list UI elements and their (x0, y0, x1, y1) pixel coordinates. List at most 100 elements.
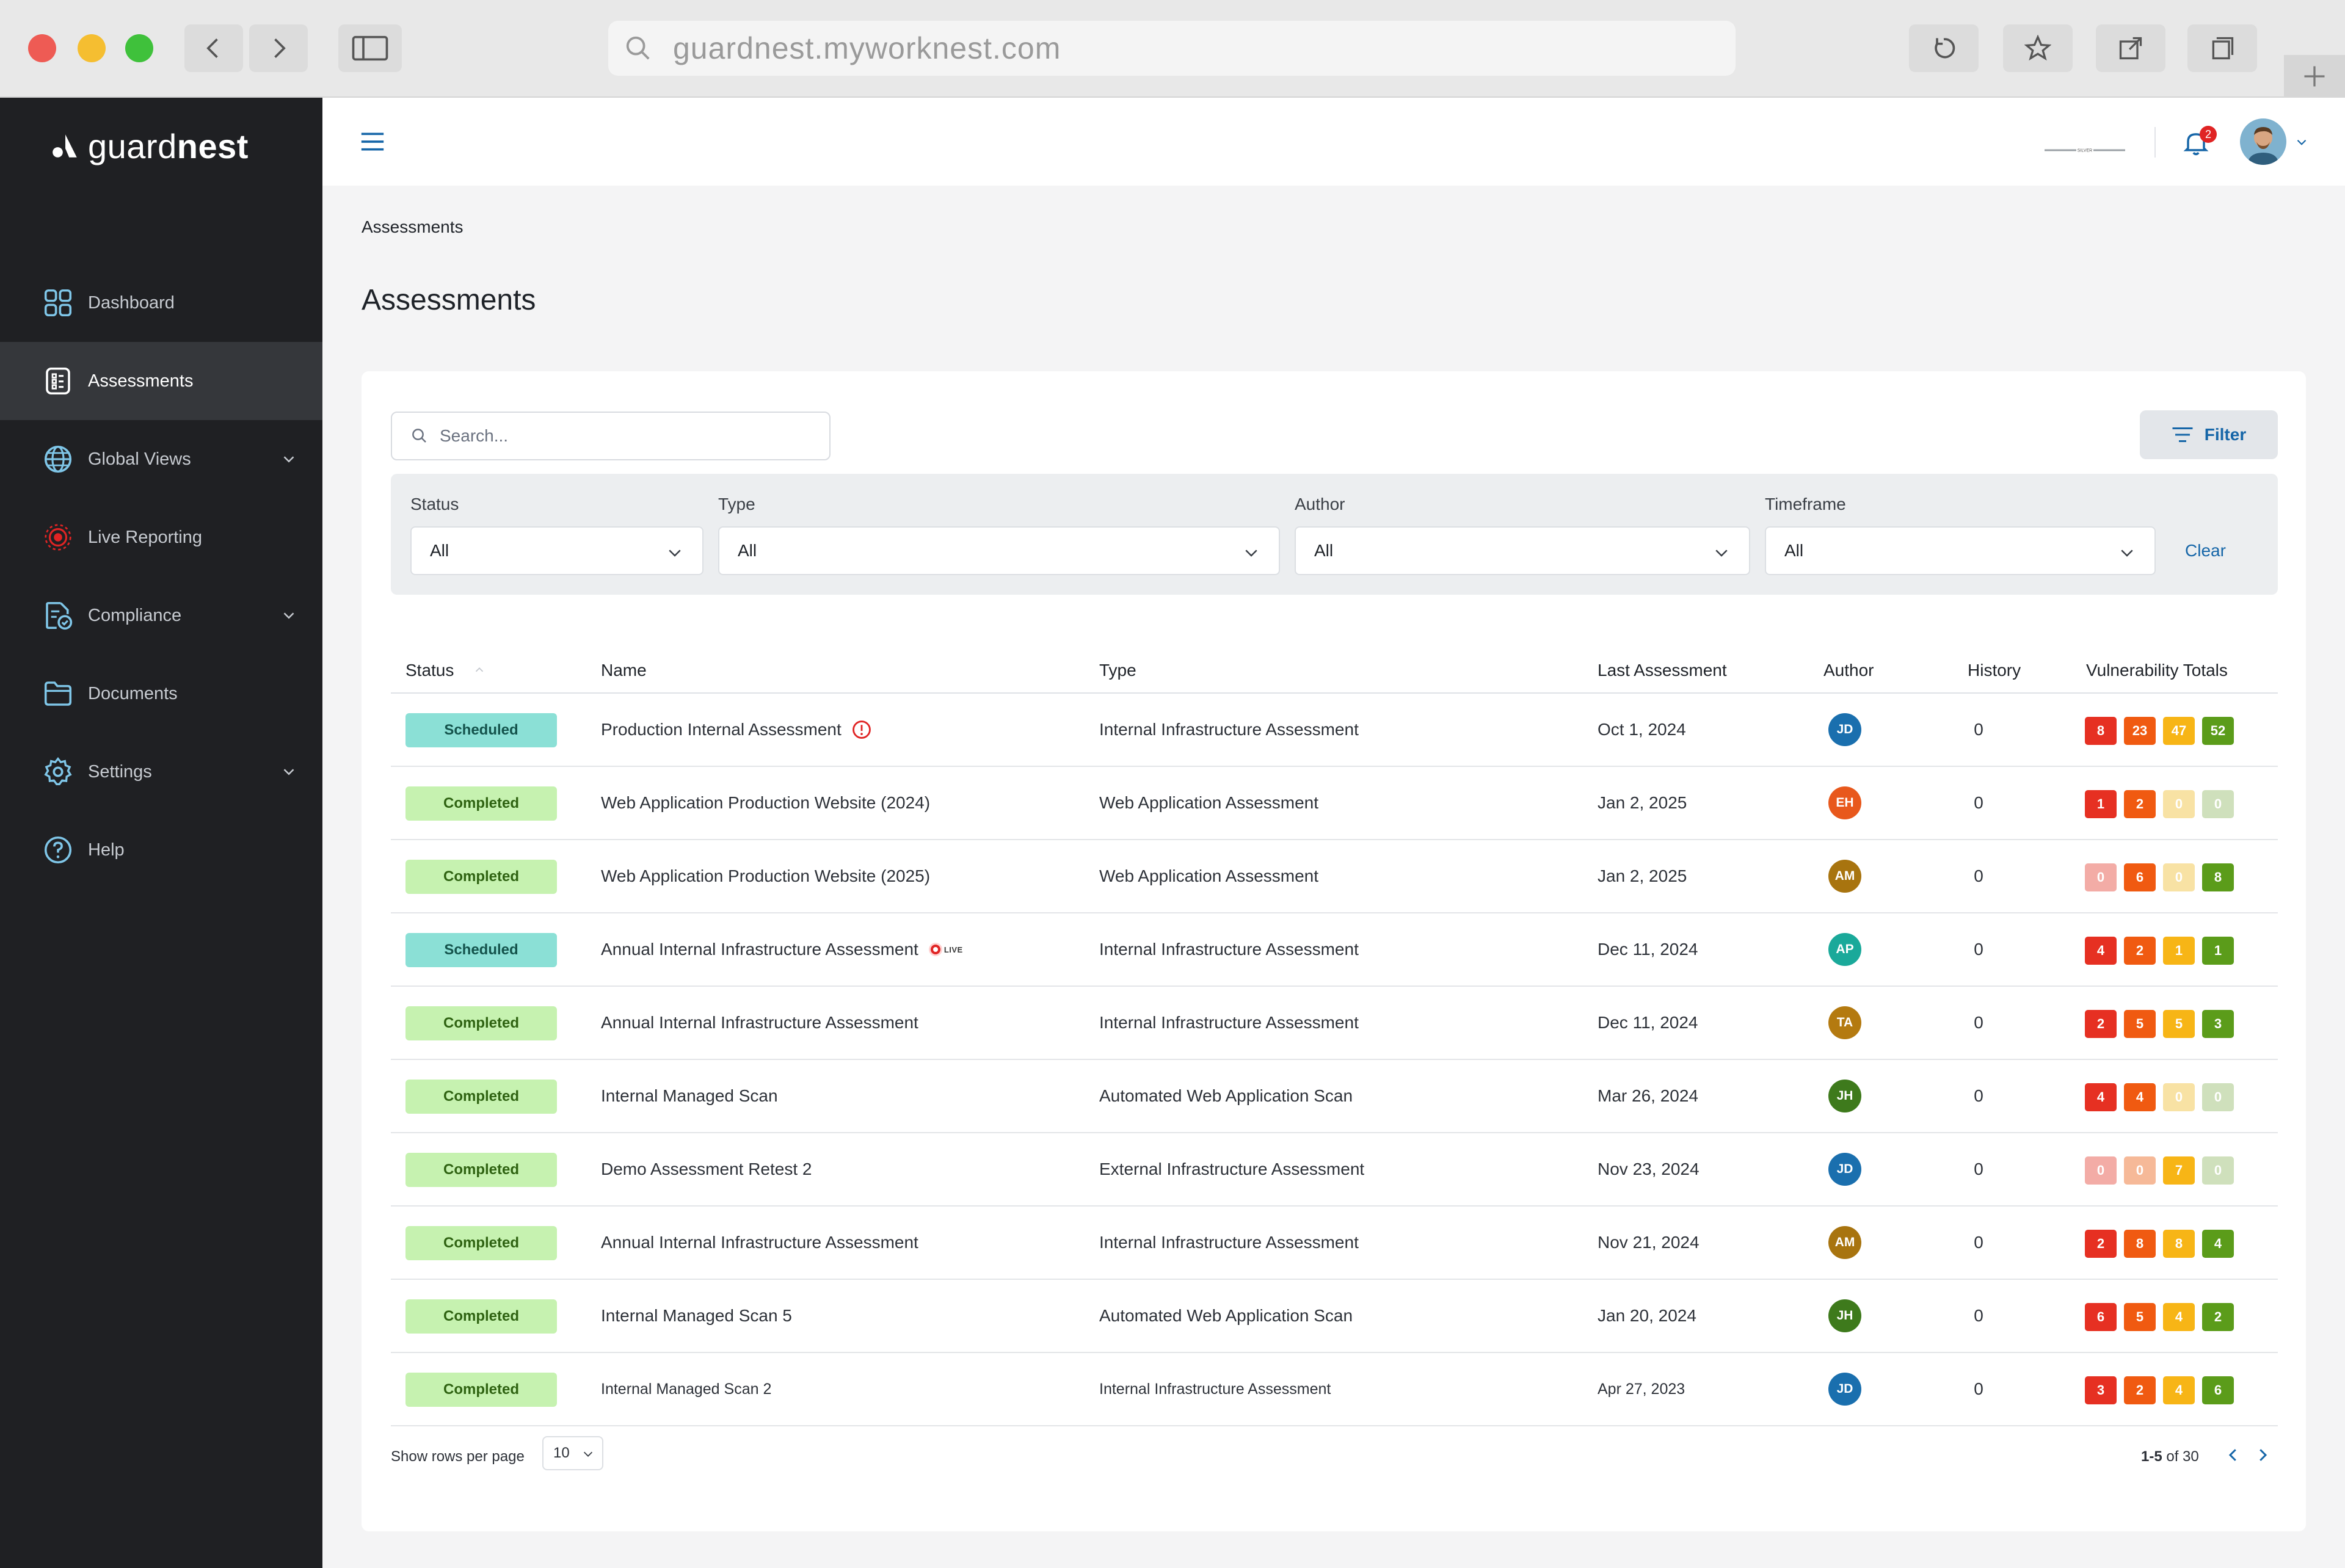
history-cell: 0 (1974, 1086, 1983, 1105)
column-header-vulnerability-totals[interactable]: Vulnerability Totals (2086, 661, 2228, 680)
clear-filters-link[interactable]: Clear (2185, 541, 2226, 560)
sidebar-item-settings[interactable]: Settings (0, 733, 322, 811)
table-row[interactable]: Completed Internal Managed Scan Automated … (391, 1060, 2278, 1133)
sidebar-item-help[interactable]: Help (0, 811, 322, 889)
minimize-window-button[interactable] (78, 34, 106, 62)
vuln-low-count: 2 (2202, 1303, 2234, 1331)
name-cell[interactable]: Production Internal Assessment (601, 694, 872, 766)
column-header-last-assessment[interactable]: Last Assessment (1598, 661, 1727, 680)
share-button[interactable] (2096, 24, 2165, 72)
status-filter-select[interactable]: All (410, 526, 704, 575)
column-header-history[interactable]: History (1968, 661, 2021, 680)
vuln-low-count: 4 (2202, 1230, 2234, 1258)
column-header-name[interactable]: Name (601, 661, 647, 680)
svg-text:SILVER: SILVER (2078, 149, 2092, 153)
chevron-left-icon[interactable] (2224, 1446, 2242, 1464)
author-avatar[interactable]: JH (1828, 1299, 1861, 1332)
sidebar-item-assessments[interactable]: Assessments (0, 342, 322, 420)
vuln-high-count: 8 (2124, 1230, 2156, 1258)
chevron-down-icon (1245, 550, 1257, 557)
hamburger-menu-icon[interactable] (359, 129, 386, 154)
assessment-name[interactable]: Web Application Production Website (2024… (601, 793, 931, 812)
author-avatar[interactable]: AM (1828, 860, 1861, 893)
name-cell[interactable]: Annual Internal Infrastructure Assessmen… (601, 1207, 918, 1279)
maximize-window-button[interactable] (125, 34, 153, 62)
sidebar-item-global-views[interactable]: Global Views (0, 420, 322, 498)
table-row[interactable]: Completed Web Application Production Webs… (391, 767, 2278, 840)
name-cell[interactable]: Internal Managed Scan (601, 1060, 778, 1132)
assessment-name[interactable]: Web Application Production Website (2025… (601, 866, 931, 885)
assessment-name[interactable]: Annual Internal Infrastructure Assessmen… (601, 1013, 918, 1032)
vuln-low-count: 0 (2202, 1083, 2234, 1111)
new-tab-button[interactable] (2284, 55, 2345, 98)
table-row[interactable]: Scheduled Annual Internal Infrastructure … (391, 913, 2278, 987)
filter-button-label: Filter (2204, 425, 2247, 444)
filter-button[interactable]: Filter (2140, 410, 2278, 459)
table-row[interactable]: Scheduled Production Internal Assessment I… (391, 694, 2278, 767)
chevron-down-icon[interactable] (2294, 134, 2310, 150)
forward-button[interactable] (249, 24, 308, 72)
sidebar-item-compliance[interactable]: Compliance (0, 576, 322, 655)
name-cell[interactable]: Web Application Production Website (2024… (601, 767, 930, 839)
author-avatar[interactable]: JH (1828, 1080, 1861, 1112)
assessment-name[interactable]: Internal Managed Scan 5 (601, 1306, 792, 1325)
author-avatar[interactable]: AP (1828, 933, 1861, 966)
chevron-right-icon[interactable] (2253, 1446, 2272, 1464)
type-cell: Web Application Assessment (1099, 866, 1319, 885)
last-assessment-cell: Jan 20, 2024 (1598, 1306, 1696, 1325)
sidebar-item-documents[interactable]: Documents (0, 655, 322, 733)
name-cell[interactable]: Internal Managed Scan 5 (601, 1280, 792, 1352)
assessment-name[interactable]: Annual Internal Infrastructure Assessmen… (601, 940, 918, 959)
author-avatar[interactable]: TA (1828, 1006, 1861, 1039)
breadcrumb[interactable]: Assessments (362, 217, 464, 236)
bookmark-button[interactable] (2003, 24, 2073, 72)
search-box[interactable] (391, 412, 831, 460)
vuln-medium-count: 1 (2163, 937, 2195, 965)
author-avatar[interactable]: AM (1828, 1226, 1861, 1259)
column-header-author[interactable]: Author (1823, 661, 1874, 680)
name-cell[interactable]: Web Application Production Website (2025… (601, 840, 930, 912)
name-cell[interactable]: Demo Assessment Retest 2 (601, 1133, 812, 1205)
back-button[interactable] (184, 24, 243, 72)
top-bar: SILVER 2 (322, 98, 2345, 186)
user-avatar[interactable] (2240, 118, 2286, 165)
name-cell[interactable]: Annual Internal Infrastructure Assessmen… (601, 987, 918, 1059)
table-row[interactable]: Completed Annual Internal Infrastructure … (391, 1207, 2278, 1280)
type-cell: Internal Infrastructure Assessment (1099, 1380, 1331, 1398)
name-cell[interactable]: Internal Managed Scan 2 (601, 1353, 771, 1425)
guardnest-mark-icon (53, 134, 77, 158)
rows-per-page-select[interactable]: 10 (542, 1436, 603, 1470)
assessment-name[interactable]: Internal Managed Scan 2 (601, 1380, 772, 1398)
assessment-name[interactable]: Production Internal Assessment (601, 720, 842, 739)
assessment-name[interactable]: Demo Assessment Retest 2 (601, 1160, 812, 1178)
timeframe-filter-select[interactable]: All (1765, 526, 2156, 575)
close-window-button[interactable] (28, 34, 56, 62)
tab-overview-button[interactable] (2187, 24, 2257, 72)
author-avatar[interactable]: EH (1828, 786, 1861, 819)
column-header-type[interactable]: Type (1099, 661, 1136, 680)
sidebar-toggle-button[interactable] (338, 24, 402, 72)
sidebar-item-dashboard[interactable]: Dashboard (0, 264, 322, 342)
table-row[interactable]: Completed Internal Managed Scan 2 Internal… (391, 1353, 2278, 1426)
table-row[interactable]: Completed Annual Internal Infrastructure … (391, 987, 2278, 1060)
address-bar[interactable]: guardnest.myworknest.com (608, 21, 1736, 76)
column-header-status[interactable]: Status (405, 661, 454, 680)
author-filter-select[interactable]: All (1295, 526, 1750, 575)
sidebar-item-live-reporting[interactable]: Live Reporting (0, 498, 322, 576)
author-avatar[interactable]: JD (1828, 1373, 1861, 1406)
reload-button[interactable] (1909, 24, 1979, 72)
sort-up-icon[interactable] (473, 663, 486, 677)
assessment-name[interactable]: Internal Managed Scan (601, 1086, 778, 1105)
author-avatar[interactable]: JD (1828, 1153, 1861, 1186)
assessment-name[interactable]: Annual Internal Infrastructure Assessmen… (601, 1233, 918, 1252)
type-filter-select[interactable]: All (718, 526, 1280, 575)
table-row[interactable]: Completed Web Application Production Webs… (391, 840, 2278, 913)
name-cell[interactable]: Annual Internal Infrastructure Assessmen… (601, 913, 963, 985)
author-avatar[interactable]: JD (1828, 713, 1861, 746)
search-input[interactable] (440, 426, 806, 446)
table-row[interactable]: Completed Internal Managed Scan 5 Automate… (391, 1280, 2278, 1353)
table-row[interactable]: Completed Demo Assessment Retest 2 Externa… (391, 1133, 2278, 1207)
guardnest-logo[interactable]: guardnest (50, 118, 249, 173)
